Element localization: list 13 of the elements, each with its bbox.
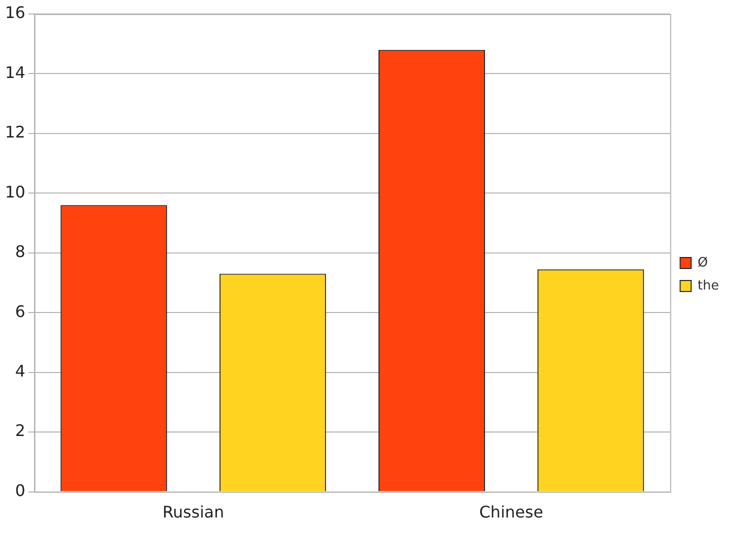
legend-label: Ø: [698, 255, 708, 270]
y-tick-label: 2: [15, 421, 26, 440]
y-tick-label: 8: [15, 242, 26, 262]
legend-label: the: [698, 278, 720, 294]
y-tick-label: 4: [15, 362, 26, 381]
x-tick-label: Chinese: [479, 502, 544, 522]
y-tick-label: 14: [5, 62, 26, 82]
y-tick-label: 10: [5, 182, 26, 202]
y-tick-label: 16: [5, 3, 26, 22]
y-tick-label: 6: [15, 302, 26, 321]
y-tick-label: 12: [5, 122, 26, 142]
y-tick-label: 0: [15, 480, 26, 500]
x-tick-label: Russian: [162, 502, 224, 522]
